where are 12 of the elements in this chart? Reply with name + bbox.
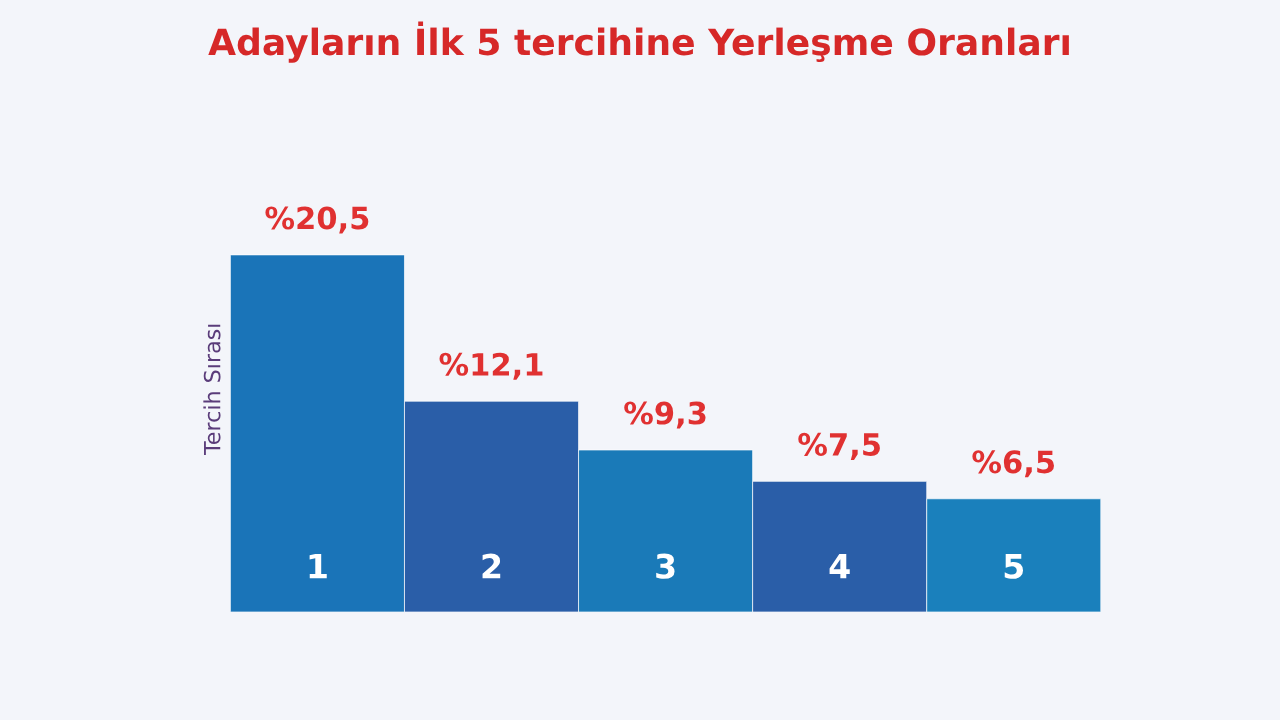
y-axis-title: Tercih Sırası xyxy=(203,324,221,456)
x-tick-label: 2 xyxy=(482,553,501,579)
data-label: %12,1 xyxy=(439,352,543,380)
chart-title: Adayların İlk 5 tercihine Yerleşme Oranları xyxy=(208,21,1069,63)
x-tick-label: 3 xyxy=(656,553,675,579)
data-label: %7,5 xyxy=(798,432,880,460)
x-tick-label: 4 xyxy=(829,554,850,579)
data-label: %20,5 xyxy=(265,206,369,234)
x-tick-label: 1 xyxy=(309,554,327,579)
data-label: %6,5 xyxy=(972,450,1054,478)
data-label: %9,3 xyxy=(624,401,706,429)
x-tick-label: 5 xyxy=(1004,554,1024,579)
